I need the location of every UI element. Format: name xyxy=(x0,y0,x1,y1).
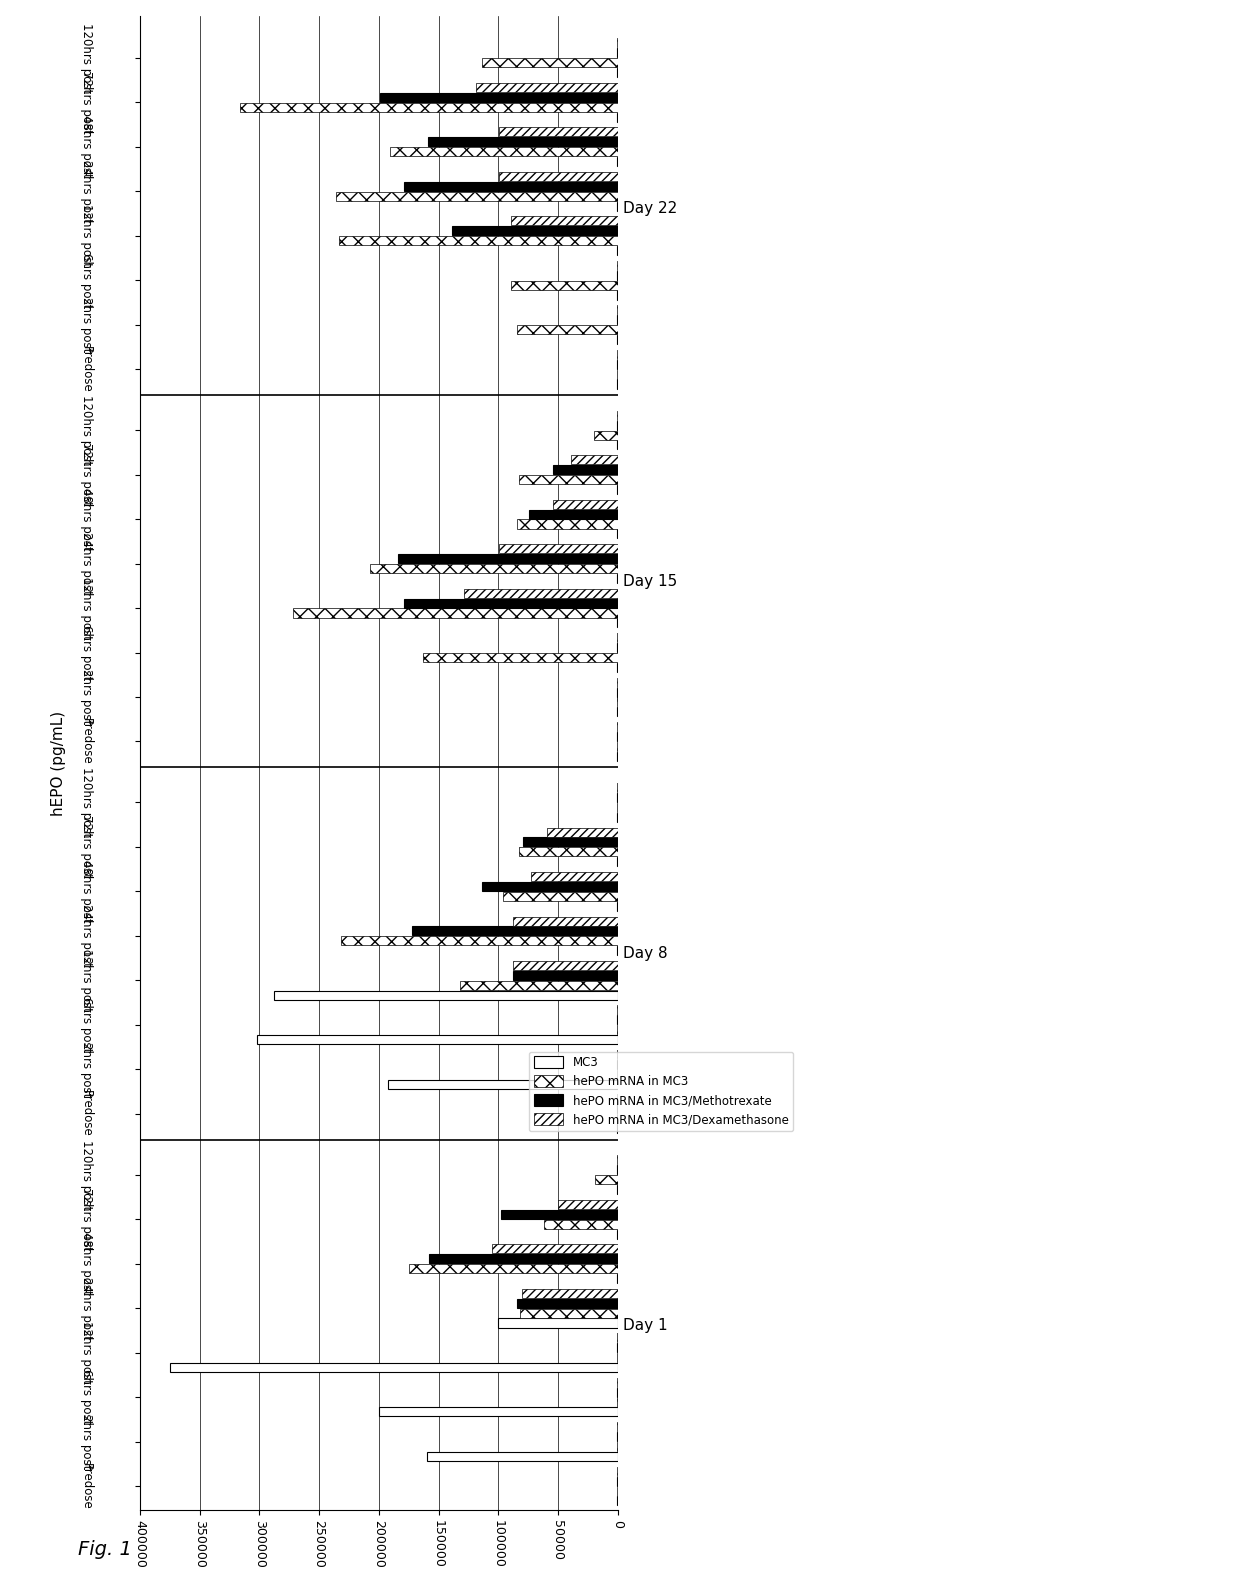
Bar xyxy=(241,103,618,112)
Bar xyxy=(398,554,618,564)
Bar xyxy=(451,226,618,236)
Bar xyxy=(388,1080,618,1089)
Bar xyxy=(476,82,618,92)
Bar xyxy=(512,917,618,926)
Bar xyxy=(404,598,618,608)
Bar xyxy=(379,93,618,101)
Bar xyxy=(257,1035,618,1045)
Bar xyxy=(517,519,618,529)
Bar xyxy=(512,961,618,970)
Bar xyxy=(572,456,618,464)
Bar xyxy=(531,872,618,882)
Bar xyxy=(518,475,618,484)
Bar xyxy=(511,217,618,225)
Bar xyxy=(522,1289,618,1298)
Bar xyxy=(553,465,618,475)
Bar xyxy=(553,500,618,508)
Bar xyxy=(520,1309,618,1317)
Bar xyxy=(500,173,618,180)
Bar xyxy=(498,1319,618,1328)
Bar xyxy=(404,182,618,192)
Bar xyxy=(595,1175,618,1184)
Bar xyxy=(274,991,618,1000)
Bar xyxy=(336,192,618,201)
Bar xyxy=(481,882,618,891)
Bar xyxy=(529,510,618,519)
Bar xyxy=(170,1363,618,1372)
Bar xyxy=(512,970,618,980)
Text: Day 15: Day 15 xyxy=(622,573,677,589)
Bar xyxy=(389,147,618,157)
Text: Fig. 1: Fig. 1 xyxy=(78,1540,131,1559)
Bar xyxy=(379,1407,618,1417)
Bar xyxy=(511,280,618,290)
Text: Day 1: Day 1 xyxy=(622,1319,667,1333)
Bar xyxy=(500,545,618,552)
Bar xyxy=(464,589,618,598)
Legend: MC3, hePO mRNA in MC3, hePO mRNA in MC3/Methotrexate, hePO mRNA in MC3/Dexametha: MC3, hePO mRNA in MC3, hePO mRNA in MC3/… xyxy=(529,1051,794,1130)
Y-axis label: hEPO (pg/mL): hEPO (pg/mL) xyxy=(51,711,66,815)
Bar xyxy=(340,236,618,245)
Bar xyxy=(412,926,618,936)
Bar xyxy=(371,564,618,573)
Bar xyxy=(341,936,618,945)
Bar xyxy=(517,1298,618,1308)
Bar xyxy=(518,847,618,856)
Bar xyxy=(460,981,618,989)
Bar xyxy=(423,652,618,662)
Bar xyxy=(409,1265,618,1273)
Bar xyxy=(543,1219,618,1228)
Bar xyxy=(427,1452,618,1461)
Bar xyxy=(503,891,618,901)
Text: Day 22: Day 22 xyxy=(622,201,677,217)
Bar xyxy=(429,1254,618,1263)
Bar xyxy=(558,1200,618,1209)
Bar xyxy=(594,431,618,440)
Bar xyxy=(501,1209,618,1219)
Bar xyxy=(492,1244,618,1254)
Bar xyxy=(547,828,618,836)
Bar xyxy=(523,837,618,847)
Bar xyxy=(428,138,618,146)
Bar xyxy=(500,127,618,136)
Text: Day 8: Day 8 xyxy=(622,947,667,961)
Bar xyxy=(293,608,618,617)
Bar xyxy=(481,59,618,66)
Bar xyxy=(517,325,618,334)
